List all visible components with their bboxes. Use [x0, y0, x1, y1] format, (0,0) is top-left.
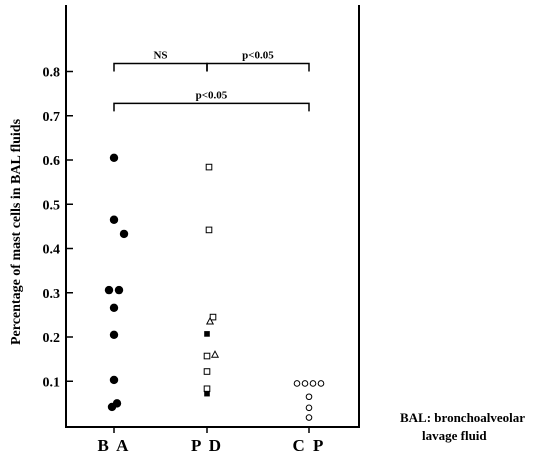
- comparison-label: NS: [153, 50, 167, 62]
- comparison-bracket: [113, 62, 208, 72]
- y-tick-label: 0.4: [43, 243, 61, 258]
- open-square-point: [203, 385, 211, 393]
- x-category-label: C P: [293, 436, 326, 455]
- filled-circle-point: [104, 285, 114, 295]
- filled-circle-point: [109, 153, 119, 162]
- open-circle-point: [305, 404, 313, 412]
- open-circle-point: [317, 380, 325, 387]
- open-square-point: [203, 352, 211, 360]
- y-tick-label: 0.6: [43, 154, 61, 169]
- comparison-bracket: [113, 102, 310, 112]
- open-circle-point: [305, 414, 313, 421]
- filled-circle-point: [109, 375, 119, 385]
- abbreviation-line-1: BAL: bronchoalveolar: [400, 410, 526, 425]
- abbreviation-line-2: lavage fluid: [422, 428, 487, 443]
- open-square-point: [209, 313, 217, 321]
- comparison-bracket: [206, 62, 310, 72]
- filled-circle-point: [114, 285, 124, 295]
- data-points: [104, 153, 325, 421]
- y-tick-label: 0.3: [43, 287, 61, 302]
- comparison-label: p<0.05: [242, 50, 274, 62]
- filled-circle-point: [109, 215, 119, 224]
- filled-square-point: [204, 390, 210, 397]
- abbreviation-note: BAL: bronchoalveolar lavage fluid: [400, 409, 550, 445]
- y-axis-ticks: 0.1 0.2 0.3 0.4 0.5 0.6 0.7 0.8: [43, 66, 73, 390]
- y-tick-label: 0.1: [43, 375, 61, 390]
- comparison-brackets: NS p<0.05 p<0.05: [113, 50, 310, 112]
- y-axis-label: Percentage of mast cells in BAL fluids: [9, 118, 24, 345]
- axes-frame: [65, 5, 360, 428]
- open-square-point: [205, 163, 213, 171]
- y-tick-label: 0.5: [43, 198, 61, 213]
- x-category-label: P D: [191, 436, 223, 455]
- open-square-point: [205, 226, 213, 234]
- y-tick-label: 0.8: [43, 66, 61, 81]
- open-circle-point: [301, 380, 309, 387]
- comparison-label: p<0.05: [196, 89, 228, 101]
- open-triangle-point: [210, 350, 220, 358]
- filled-circle-point: [109, 330, 119, 339]
- filled-circle-point: [109, 303, 119, 312]
- open-triangle-point: [205, 316, 215, 325]
- y-tick-label: 0.2: [43, 331, 61, 346]
- open-circle-point: [293, 380, 301, 387]
- open-circle-point: [305, 393, 313, 401]
- open-square-point: [203, 368, 211, 375]
- open-circle-point: [309, 380, 317, 387]
- filled-circle-point: [119, 229, 129, 239]
- y-tick-label: 0.7: [43, 110, 61, 125]
- x-category-label: B A: [98, 436, 131, 455]
- filled-square-point: [204, 331, 210, 337]
- filled-circle-point: [107, 402, 117, 412]
